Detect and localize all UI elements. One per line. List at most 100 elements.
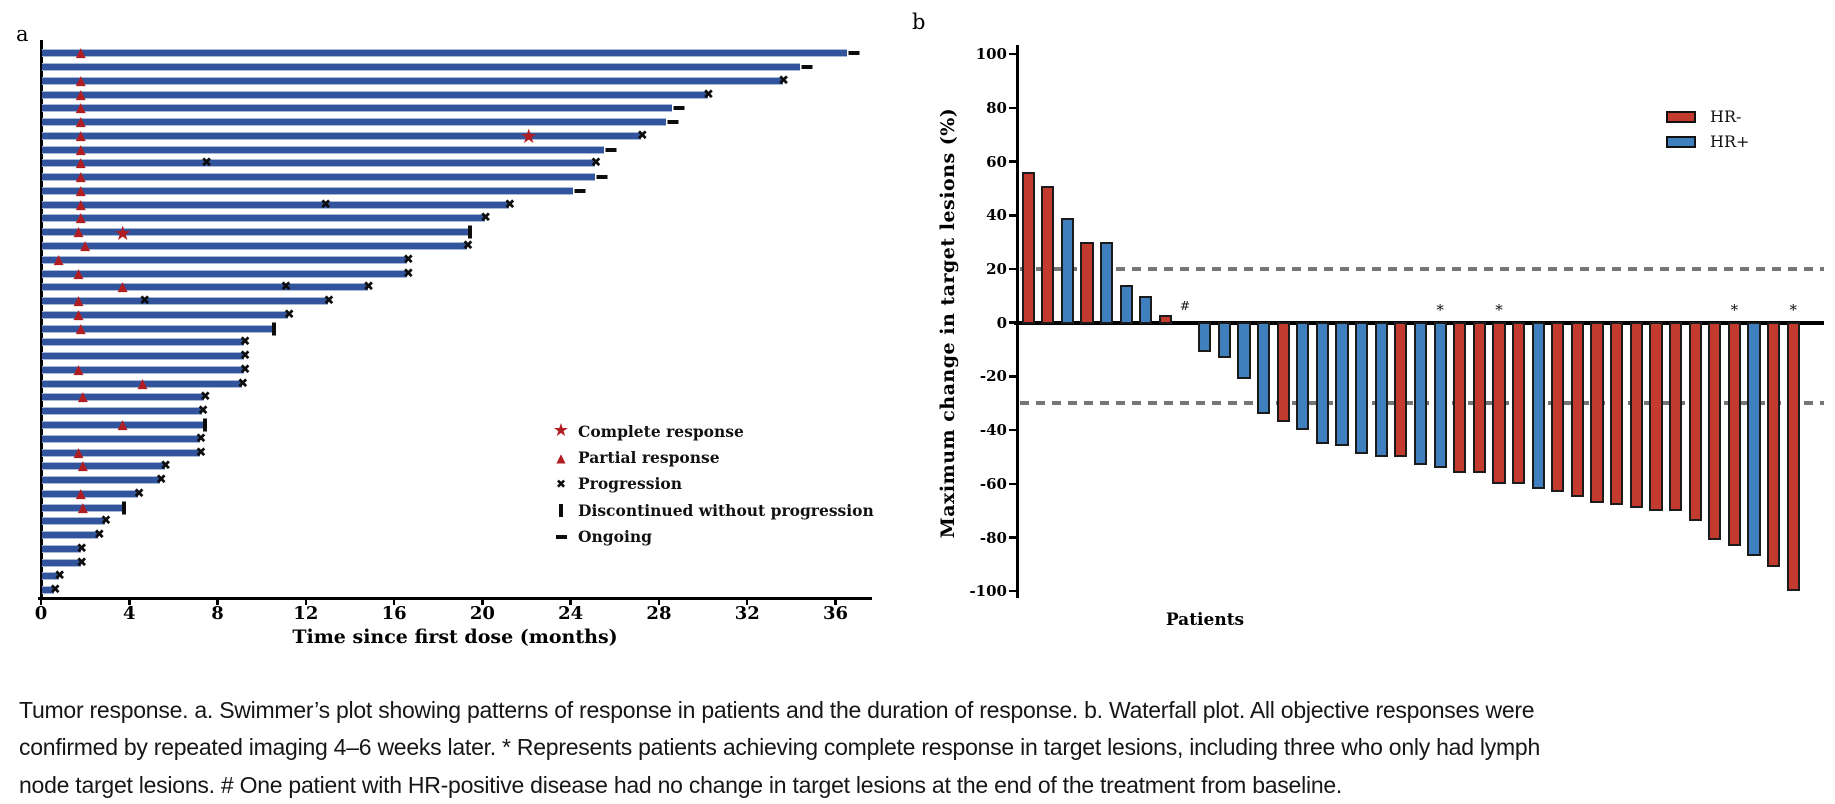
swimmer-x-tick (392, 597, 396, 605)
triangle-legend-marker-cell: ▲ (544, 452, 578, 464)
swimmer-bar (42, 558, 81, 567)
progression-end-marker: ✖ (402, 252, 414, 268)
waterfall-bar (1276, 321, 1290, 423)
ongoing-marker (574, 188, 586, 193)
swimmer-bar (42, 49, 847, 58)
progression-end-marker: ✖ (239, 334, 251, 350)
discontinued-marker (203, 418, 208, 432)
progression-end-marker: ✖ (590, 155, 602, 171)
waterfall-bar (1237, 321, 1251, 380)
partial-response-marker: ▲ (73, 266, 84, 282)
progression-end-marker: ✖ (636, 128, 648, 144)
progression-end-marker: ✖ (402, 266, 414, 282)
partial-response-marker: ▲ (75, 321, 86, 337)
star-legend-marker-cell: ★ (544, 422, 578, 440)
progression-end-marker: ✖ (703, 87, 714, 102)
discontinued-marker (121, 501, 126, 515)
progression-icon: ✖ (555, 476, 567, 491)
ongoing-marker (596, 175, 608, 180)
progression-end-marker: ✖ (93, 527, 105, 543)
partial-response-marker: ▲ (75, 142, 86, 158)
partial-response-icon: ▲ (556, 450, 566, 465)
swimmer-bar (42, 90, 708, 99)
waterfall-bar (1747, 321, 1761, 557)
complete-response-marker: ★ (113, 220, 132, 245)
swimmer-legend-item: ✖ Progression (544, 471, 874, 497)
waterfall-y-tick (1009, 267, 1016, 271)
waterfall-y-tick (1009, 52, 1016, 56)
swimmer-x-axis (38, 597, 872, 600)
waterfall-y-tick-label: 60 (986, 152, 1007, 171)
swimmer-bar (42, 365, 245, 374)
progression-end-marker: ✖ (237, 376, 249, 392)
swimmer-legend: ★ Complete response ▲ Partial response ✖ Prog… (544, 418, 874, 550)
swimmer-x-tick-label: 16 (381, 603, 407, 624)
waterfall-bar (1099, 242, 1114, 325)
progression-end-marker: ✖ (462, 238, 474, 254)
progression-end-marker: ✖ (778, 73, 789, 89)
figure-caption: Tumor response. a. Swimmer’s plot showin… (19, 692, 1819, 804)
waterfall-bar (1708, 321, 1722, 541)
swimmer-x-tick (216, 597, 219, 605)
progression-end-marker: ✖ (363, 279, 375, 295)
progression-marker: ✖ (201, 155, 212, 171)
progression-end-marker: ✖ (480, 210, 492, 226)
waterfall-bar (1139, 295, 1153, 325)
waterfall-y-tick-label: -20 (979, 367, 1007, 386)
waterfall-bar (1433, 321, 1447, 468)
swimmer-bar (42, 173, 595, 182)
swimmer-bar (42, 131, 642, 140)
swimmer-bar (42, 531, 99, 540)
waterfall-y-tick-label: -60 (979, 474, 1007, 493)
swimmer-y-axis (39, 40, 43, 599)
swimmer-x-tick (304, 597, 308, 605)
partial-response-marker: ▲ (75, 210, 86, 226)
swimmer-bar (42, 572, 59, 581)
swimmer-bar (42, 352, 245, 361)
swimmer-bar (42, 118, 666, 127)
swimmer-bar (42, 448, 200, 457)
progression-end-marker: ✖ (239, 362, 251, 378)
swimmer-bar (42, 186, 573, 195)
progression-end-marker: ✖ (76, 541, 88, 557)
waterfall-legend: HR- HR+ (1666, 104, 1749, 154)
swimmer-bar (42, 228, 470, 237)
swimmer-bar (42, 214, 485, 223)
swimmer-legend-label: Ongoing (578, 527, 652, 547)
ongoing-marker (673, 106, 685, 111)
swimmer-legend-label: Partial response (578, 448, 720, 468)
progression-end-marker: ✖ (76, 555, 88, 571)
waterfall-bar (1512, 321, 1526, 484)
progression-end-marker: ✖ (239, 348, 251, 364)
waterfall-y-tick-label: -100 (969, 582, 1007, 601)
waterfall-legend-label: HR- (1710, 107, 1742, 126)
progression-end-marker: ✖ (155, 472, 167, 488)
waterfall-y-tick (1009, 321, 1016, 324)
waterfall-legend-label: HR+ (1710, 132, 1750, 151)
waterfall-legend-item: HR- (1666, 104, 1749, 129)
partial-response-marker: ▲ (75, 87, 86, 102)
waterfall-bar (1649, 321, 1663, 511)
complete-response-asterisk-annotation: * (1730, 301, 1739, 319)
swimmer-bar (42, 200, 509, 209)
waterfall-bar (1080, 242, 1094, 325)
waterfall-y-tick-label: -40 (979, 421, 1007, 440)
partial-response-marker: ▲ (75, 114, 86, 130)
complete-response-icon: ★ (552, 420, 570, 442)
waterfall-bar (1570, 321, 1585, 498)
figure-caption-line: Tumor response. a. Swimmer’s plot showin… (19, 697, 1535, 723)
waterfall-bar (1531, 321, 1545, 490)
swimmer-bar (42, 283, 368, 292)
dash-legend-marker-cell (544, 534, 578, 539)
waterfall-y-tick-label: 40 (986, 206, 1007, 225)
waterfall-bar (1217, 321, 1231, 358)
partial-response-marker: ▲ (80, 238, 91, 254)
progression-end-marker: ✖ (323, 293, 335, 309)
waterfall-bar (1198, 321, 1212, 353)
partial-response-marker: ▲ (117, 279, 128, 295)
hr-positive-legend-swatch (1666, 135, 1696, 148)
partial-response-marker: ▲ (73, 293, 84, 309)
progression-end-marker: ✖ (195, 445, 207, 461)
swimmer-bar (42, 145, 604, 154)
panel-b-label: b (912, 10, 926, 34)
